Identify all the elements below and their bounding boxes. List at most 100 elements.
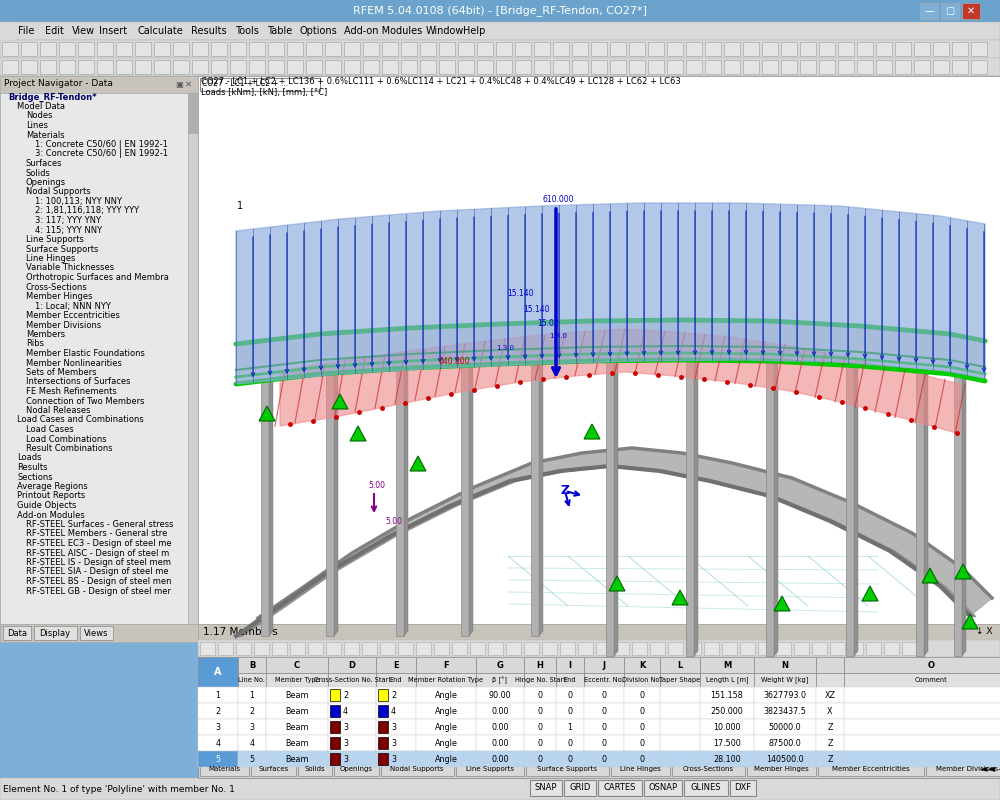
Bar xyxy=(816,751,844,767)
Bar xyxy=(954,376,962,656)
Text: Sections: Sections xyxy=(17,473,53,482)
Text: 3: 3 xyxy=(250,722,254,731)
Bar xyxy=(700,657,754,673)
Text: ✕: ✕ xyxy=(967,6,975,16)
Bar xyxy=(816,687,844,703)
Bar xyxy=(416,735,476,751)
Bar xyxy=(624,703,660,719)
Polygon shape xyxy=(609,576,625,591)
Text: Member Hinges: Member Hinges xyxy=(26,292,92,301)
Text: 1: 1 xyxy=(237,201,243,211)
Text: 0: 0 xyxy=(568,738,572,747)
Text: 0.00: 0.00 xyxy=(491,722,509,731)
Bar xyxy=(401,60,417,74)
Bar xyxy=(439,60,455,74)
Text: 17.500: 17.500 xyxy=(713,738,741,747)
Text: I: I xyxy=(568,661,572,670)
Bar xyxy=(325,60,341,74)
Polygon shape xyxy=(774,596,790,611)
Bar xyxy=(230,42,246,56)
Text: Line Hinges: Line Hinges xyxy=(620,766,661,772)
Bar xyxy=(846,366,854,656)
Text: Display: Display xyxy=(39,629,71,638)
Bar xyxy=(0,76,1000,93)
Bar xyxy=(328,703,376,719)
Text: C: C xyxy=(294,661,300,670)
Bar xyxy=(724,42,740,56)
Text: 0: 0 xyxy=(538,722,542,731)
Bar xyxy=(59,60,75,74)
Text: 3627793.0: 3627793.0 xyxy=(764,690,806,699)
Text: 2: 1,81,116,118; YYY YYY: 2: 1,81,116,118; YYY YYY xyxy=(35,206,139,215)
Bar xyxy=(754,687,816,703)
Bar xyxy=(261,381,269,636)
Bar xyxy=(363,60,379,74)
Bar xyxy=(328,751,376,767)
Text: Sets of Members: Sets of Members xyxy=(26,368,97,377)
Text: 0: 0 xyxy=(538,754,542,763)
Text: 151.158: 151.158 xyxy=(711,690,743,699)
Text: Z: Z xyxy=(827,754,833,763)
Text: 28.100: 28.100 xyxy=(713,754,741,763)
Text: Ribs: Ribs xyxy=(26,339,44,349)
Text: 2: 2 xyxy=(343,690,348,699)
Text: Beam: Beam xyxy=(285,690,309,699)
Bar xyxy=(584,657,624,673)
Bar xyxy=(553,42,569,56)
Bar xyxy=(660,673,700,687)
Bar xyxy=(672,761,745,776)
Text: Cross-Section No. Start: Cross-Section No. Start xyxy=(314,677,390,683)
Bar xyxy=(59,42,75,56)
Text: 1: Local; NNN NYY: 1: Local; NNN NYY xyxy=(35,302,111,310)
Bar xyxy=(524,719,556,735)
Text: Angle: Angle xyxy=(435,690,457,699)
Bar xyxy=(0,40,1000,58)
Bar xyxy=(330,737,340,749)
Polygon shape xyxy=(269,375,273,636)
Text: RF-STEEL GB - Design of steel mer: RF-STEEL GB - Design of steel mer xyxy=(26,586,171,595)
Text: 0: 0 xyxy=(602,690,606,699)
Text: Add-on Modules: Add-on Modules xyxy=(344,26,422,36)
Text: Orthotropic Surfaces and Membra: Orthotropic Surfaces and Membra xyxy=(26,273,169,282)
Text: RF-STEEL BS - Design of steel men: RF-STEEL BS - Design of steel men xyxy=(26,577,172,586)
Text: 50000.0: 50000.0 xyxy=(769,722,801,731)
Polygon shape xyxy=(350,426,366,441)
Text: RF-STEEL AISC - Design of steel m: RF-STEEL AISC - Design of steel m xyxy=(26,549,169,558)
Bar xyxy=(198,719,238,735)
Bar xyxy=(624,657,660,673)
Text: E: E xyxy=(393,661,399,670)
Bar xyxy=(914,60,930,74)
Bar xyxy=(952,42,968,56)
Bar xyxy=(952,60,968,74)
Bar xyxy=(895,60,911,74)
Text: Angle: Angle xyxy=(435,738,457,747)
Bar xyxy=(686,42,702,56)
Text: Materials: Materials xyxy=(26,130,65,139)
Bar xyxy=(754,735,816,751)
Text: 5.00: 5.00 xyxy=(385,518,402,526)
Text: Solids: Solids xyxy=(26,169,51,178)
Bar xyxy=(476,657,524,673)
Text: Member Rotation Type: Member Rotation Type xyxy=(408,677,484,683)
Text: Surface Supports: Surface Supports xyxy=(26,245,98,254)
Text: 1: 1 xyxy=(568,722,572,731)
Polygon shape xyxy=(334,368,338,636)
Bar xyxy=(268,60,284,74)
Text: B: B xyxy=(249,661,255,670)
Bar xyxy=(344,642,359,655)
Bar xyxy=(439,42,455,56)
Bar xyxy=(266,657,328,673)
Bar xyxy=(800,42,816,56)
Bar xyxy=(700,673,754,687)
Bar xyxy=(476,703,524,719)
Text: Average Regions: Average Regions xyxy=(17,482,88,491)
Bar xyxy=(611,761,670,776)
Bar xyxy=(0,778,1000,800)
Text: 5: 5 xyxy=(249,754,255,763)
Bar xyxy=(154,60,170,74)
Bar xyxy=(266,687,328,703)
Bar xyxy=(933,60,949,74)
Text: 610.000: 610.000 xyxy=(542,195,574,204)
Text: Taper Shape: Taper Shape xyxy=(659,677,701,683)
Polygon shape xyxy=(410,456,426,471)
